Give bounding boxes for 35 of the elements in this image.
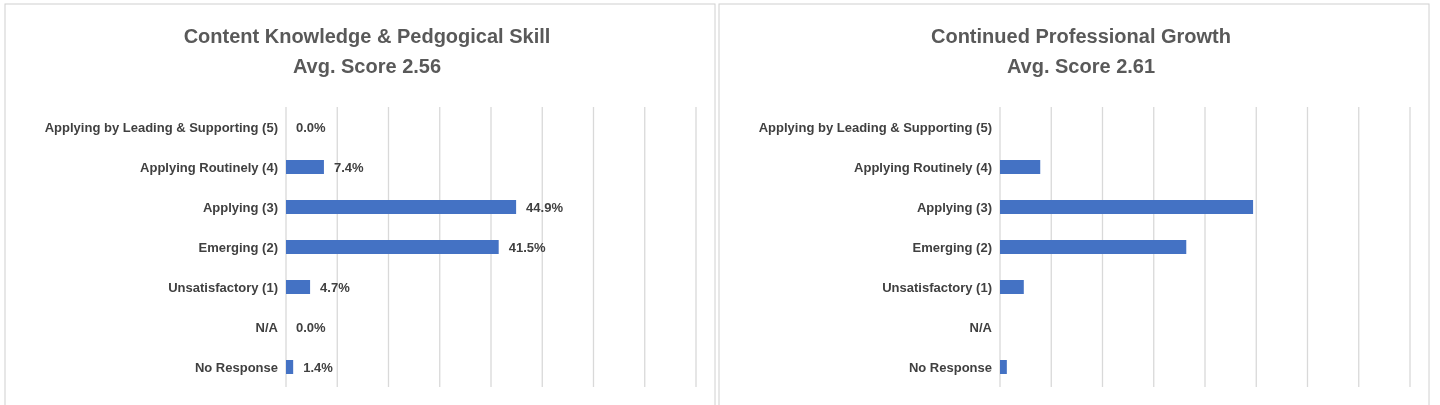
y-tick-label: No Response (908, 360, 992, 375)
bar (1000, 160, 1041, 174)
data-label: 0.0% (296, 120, 327, 135)
data-label: 0.0% (296, 320, 327, 335)
y-tick-label: Emerging (2) (198, 240, 278, 255)
chart-subtitle: Avg. Score 2.56 (292, 55, 442, 77)
bar (286, 360, 294, 374)
bar (286, 240, 499, 254)
data-label: 1.4% (303, 360, 334, 375)
y-tick-label: No Response (194, 360, 278, 375)
chart-title: Continued Professional Growth (930, 25, 1232, 47)
data-label: 41.5% (508, 240, 546, 255)
y-tick-label: Applying by Leading & Supporting (5) (758, 120, 992, 135)
y-tick-label: Emerging (2) (912, 240, 992, 255)
chart-title: Content Knowledge & Pedgogical Skill (183, 25, 551, 47)
bar (1000, 200, 1254, 214)
bar (1000, 280, 1024, 294)
chart-subtitle: Avg. Score 2.61 (1006, 55, 1156, 77)
bar (286, 160, 324, 174)
y-tick-label: N/A (969, 320, 993, 335)
y-tick-label: Applying (3) (202, 200, 278, 215)
y-tick-label: N/A (255, 320, 279, 335)
data-label: 44.9% (526, 200, 564, 215)
data-label: 4.7% (320, 280, 351, 295)
y-tick-label: Unsatisfactory (1) (882, 280, 992, 295)
bar (286, 200, 517, 214)
data-label: 7.4% (333, 160, 364, 175)
y-tick-label: Unsatisfactory (1) (168, 280, 278, 295)
y-tick-label: Applying Routinely (4) (854, 160, 992, 175)
y-tick-label: Applying (3) (916, 200, 992, 215)
bar (286, 280, 311, 294)
bar (1000, 240, 1187, 254)
y-tick-label: Applying by Leading & Supporting (5) (44, 120, 278, 135)
bar (1000, 360, 1007, 374)
y-tick-label: Applying Routinely (4) (140, 160, 278, 175)
